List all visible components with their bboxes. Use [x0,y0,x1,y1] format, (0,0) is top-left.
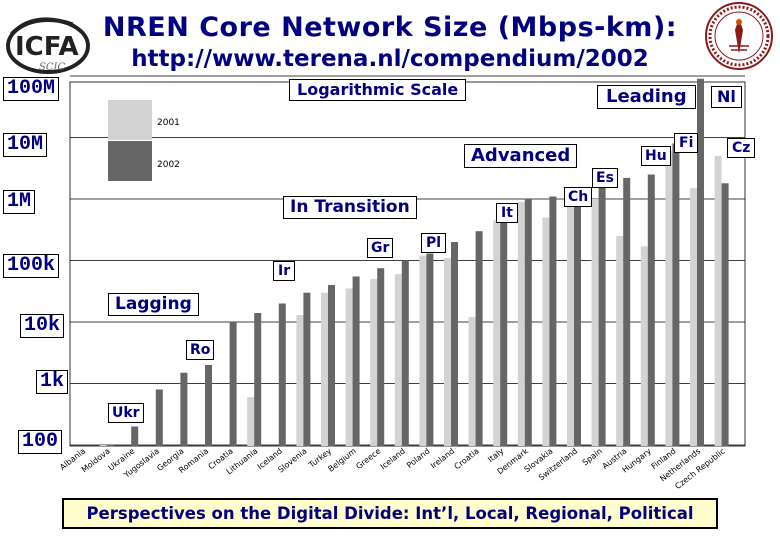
x-tick-label: Ireland [429,446,456,470]
bar-2002-2 [131,426,139,446]
footer-banner: Perspectives on the Digital Divide: Int’… [62,498,718,529]
x-tick-label: Poland [405,446,432,470]
annotation-ukr: Ukr [108,403,144,423]
bar-2001-25 [690,188,697,446]
bar-2002-11 [352,276,360,446]
bar-2002-19 [549,196,557,446]
bar-2001-24 [665,151,673,446]
annotation-gr: Gr [367,238,394,258]
bar-2002-5 [205,365,212,446]
bar-2001-22 [616,236,624,446]
annotation-ch: Ch [564,187,593,207]
bar-2002-13 [401,260,409,446]
bar-2002-10 [328,285,335,446]
bar-2001-9 [296,315,304,446]
bar-2001-16 [468,317,476,446]
annotation-leading: Leading [597,85,696,109]
bar-2002-4 [180,372,188,446]
bar-2002-26 [721,183,729,447]
annotation-it: It [496,203,518,223]
logo-left-text: ICFA [15,32,79,62]
bar-2001-19 [542,217,550,446]
logo-left-subtext: SCIC [39,62,65,73]
bar-2002-25 [697,78,704,447]
log-scale-label: Logarithmic Scale [289,79,467,101]
legend-label-2001: 2001 [157,118,180,128]
annotation-lagging: Lagging [108,293,199,316]
annotation-cz: Cz [727,138,756,158]
bar-2002-14 [426,253,434,446]
bar-2002-1 [106,445,114,446]
annotation-fi: Fi [674,133,699,153]
university-seal-icon [705,2,773,70]
bar-2002-22 [623,177,631,446]
annotation-advanced: Advanced [464,144,578,168]
bar-2001-17 [493,220,501,446]
y-tick-label: 10k [20,314,65,338]
bar-2002-9 [303,292,311,446]
y-tick-label: 100 [18,430,63,454]
y-tick-label: 100k [3,254,60,278]
bar-2002-3 [155,389,163,446]
y-tick-label: 1M [3,190,36,214]
x-tick-label: Greece [354,446,382,471]
bar-2002-7 [254,313,262,446]
bar-2002-21 [598,174,606,446]
bar-2002-12 [377,268,385,446]
bar-2001-23 [640,246,648,446]
page-title: NREN Core Network Size (Mbps-km): [102,12,678,43]
annotation-nl: Nl [711,86,742,108]
bar-2001-13 [394,274,402,446]
bar-2002-15 [451,242,458,446]
bar-2001-11 [345,288,353,446]
bar-2001-18 [517,201,525,446]
annotation-ir: Ir [273,261,296,281]
bar-2002-17 [500,215,508,446]
bar-2002-6 [229,322,237,446]
x-tick-label: Italy [486,446,505,464]
bar-2002-24 [672,143,680,446]
bar-2001-12 [370,279,378,446]
icfa-scic-logo: ICFA SCIC [6,17,90,74]
source-url: http://www.terena.nl/compendium/2002 [131,46,649,72]
y-tick-label: 1k [36,370,69,394]
legend-swatch-2001 [108,100,152,140]
annotation-es: Es [592,168,618,188]
bar-2001-14 [419,255,427,446]
bar-2001-26 [714,156,722,446]
bar-2001-10 [321,292,328,446]
annotation-hu: Hu [641,146,671,166]
bar-2001-20 [567,201,574,446]
annotation-ro: Ro [186,340,215,360]
bar-2002-18 [524,199,532,446]
bar-2001-1 [99,445,107,446]
bar-2002-20 [574,190,581,446]
bar-2001-15 [444,258,451,446]
x-tick-label: Iceland [379,446,407,471]
y-tick-label: 10M [3,133,48,157]
bar-2002-16 [475,231,483,446]
x-tick-label: Croatia [453,446,481,471]
legend-swatch-2002 [108,141,152,181]
y-tick-label: 100M [3,77,60,101]
bar-2002-8 [278,303,286,446]
legend-label-2002: 2002 [157,160,180,170]
annotation-pl: Pl [421,233,447,253]
bar-2001-21 [591,199,599,446]
x-tick-label: Belgium [326,446,358,473]
annotation-in-transition: In Transition [283,196,417,219]
bar-2001-7 [247,397,255,446]
bar-2002-23 [647,174,655,446]
